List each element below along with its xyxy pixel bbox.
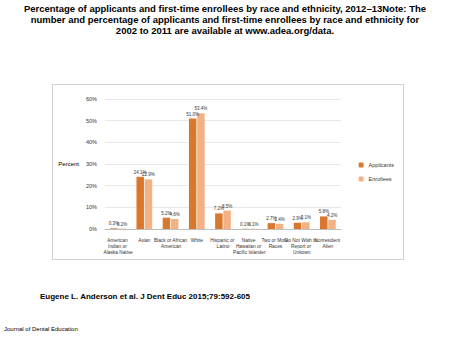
svg-text:2.4%: 2.4%	[274, 217, 284, 222]
svg-text:0.2%: 0.2%	[117, 222, 127, 227]
svg-text:Do Not Wish to: Do Not Wish to	[284, 237, 319, 243]
svg-text:53.4%: 53.4%	[195, 106, 208, 111]
svg-text:2.7%: 2.7%	[266, 216, 277, 222]
svg-text:Report or: Report or	[291, 244, 312, 249]
html-text:Eugene L. Anderson et al. J De: Eugene L. Anderson et al. J Dent Educ 20…	[40, 292, 250, 301]
svg-text:American: American	[160, 244, 182, 249]
svg-text:2.9%: 2.9%	[292, 215, 303, 221]
svg-text:Two or More: Two or More	[261, 237, 290, 243]
svg-text:30%: 30%	[86, 161, 97, 167]
svg-text:3.1%: 3.1%	[301, 215, 311, 220]
svg-text:0.1%: 0.1%	[248, 222, 258, 227]
svg-text:0.1%: 0.1%	[240, 221, 251, 227]
svg-text:51.0%: 51.0%	[186, 112, 199, 117]
svg-text:Hawaiian or: Hawaiian or	[236, 244, 263, 249]
svg-text:Alien: Alien	[323, 244, 334, 249]
svg-text:20%: 20%	[86, 183, 97, 189]
svg-text:8.5%: 8.5%	[222, 204, 232, 209]
svg-text:40%: 40%	[86, 139, 97, 145]
svg-text:Native: Native	[242, 238, 257, 243]
svg-text:Latino: Latino	[216, 244, 229, 249]
html-text:Percentage of applicants and f: Percentage of applicants and first-time …	[23, 3, 427, 36]
svg-text:White: White	[191, 238, 204, 243]
svg-text:0%: 0%	[89, 226, 97, 232]
svg-text:24.1%: 24.1%	[133, 169, 147, 175]
svg-text:Percent: Percent	[58, 161, 79, 167]
svg-text:Pacific Islander: Pacific Islander	[233, 250, 266, 255]
svg-text:10%: 10%	[86, 204, 97, 210]
svg-text:Black or African: Black or African	[154, 238, 188, 243]
svg-text:0.3%: 0.3%	[108, 221, 120, 227]
svg-text:5.2%: 5.2%	[161, 210, 172, 216]
svg-text:American: American	[107, 238, 129, 243]
svg-text:Nonresident: Nonresident	[314, 238, 341, 243]
svg-text:Enrollees: Enrollees	[369, 176, 392, 182]
html-text:Journal of Dental Education: Journal of Dental Education	[4, 326, 78, 332]
svg-text:22.9%: 22.9%	[142, 172, 155, 177]
svg-text:Applicants: Applicants	[369, 162, 395, 168]
svg-text:50%: 50%	[86, 118, 97, 124]
svg-text:Races: Races	[269, 244, 283, 249]
svg-text:7.2%: 7.2%	[213, 206, 224, 212]
svg-text:Indian or: Indian or	[108, 244, 128, 249]
svg-text:Hispanic or: Hispanic or	[210, 238, 235, 243]
svg-text:4.6%: 4.6%	[170, 212, 180, 217]
svg-text:Alaska Native: Alaska Native	[103, 250, 133, 255]
svg-text:60%: 60%	[86, 96, 97, 102]
svg-text:5.8%: 5.8%	[318, 209, 329, 215]
svg-text:Asian: Asian	[138, 238, 150, 243]
svg-text:Unkown: Unkown	[293, 250, 311, 255]
svg-text:4.2%: 4.2%	[327, 213, 337, 218]
